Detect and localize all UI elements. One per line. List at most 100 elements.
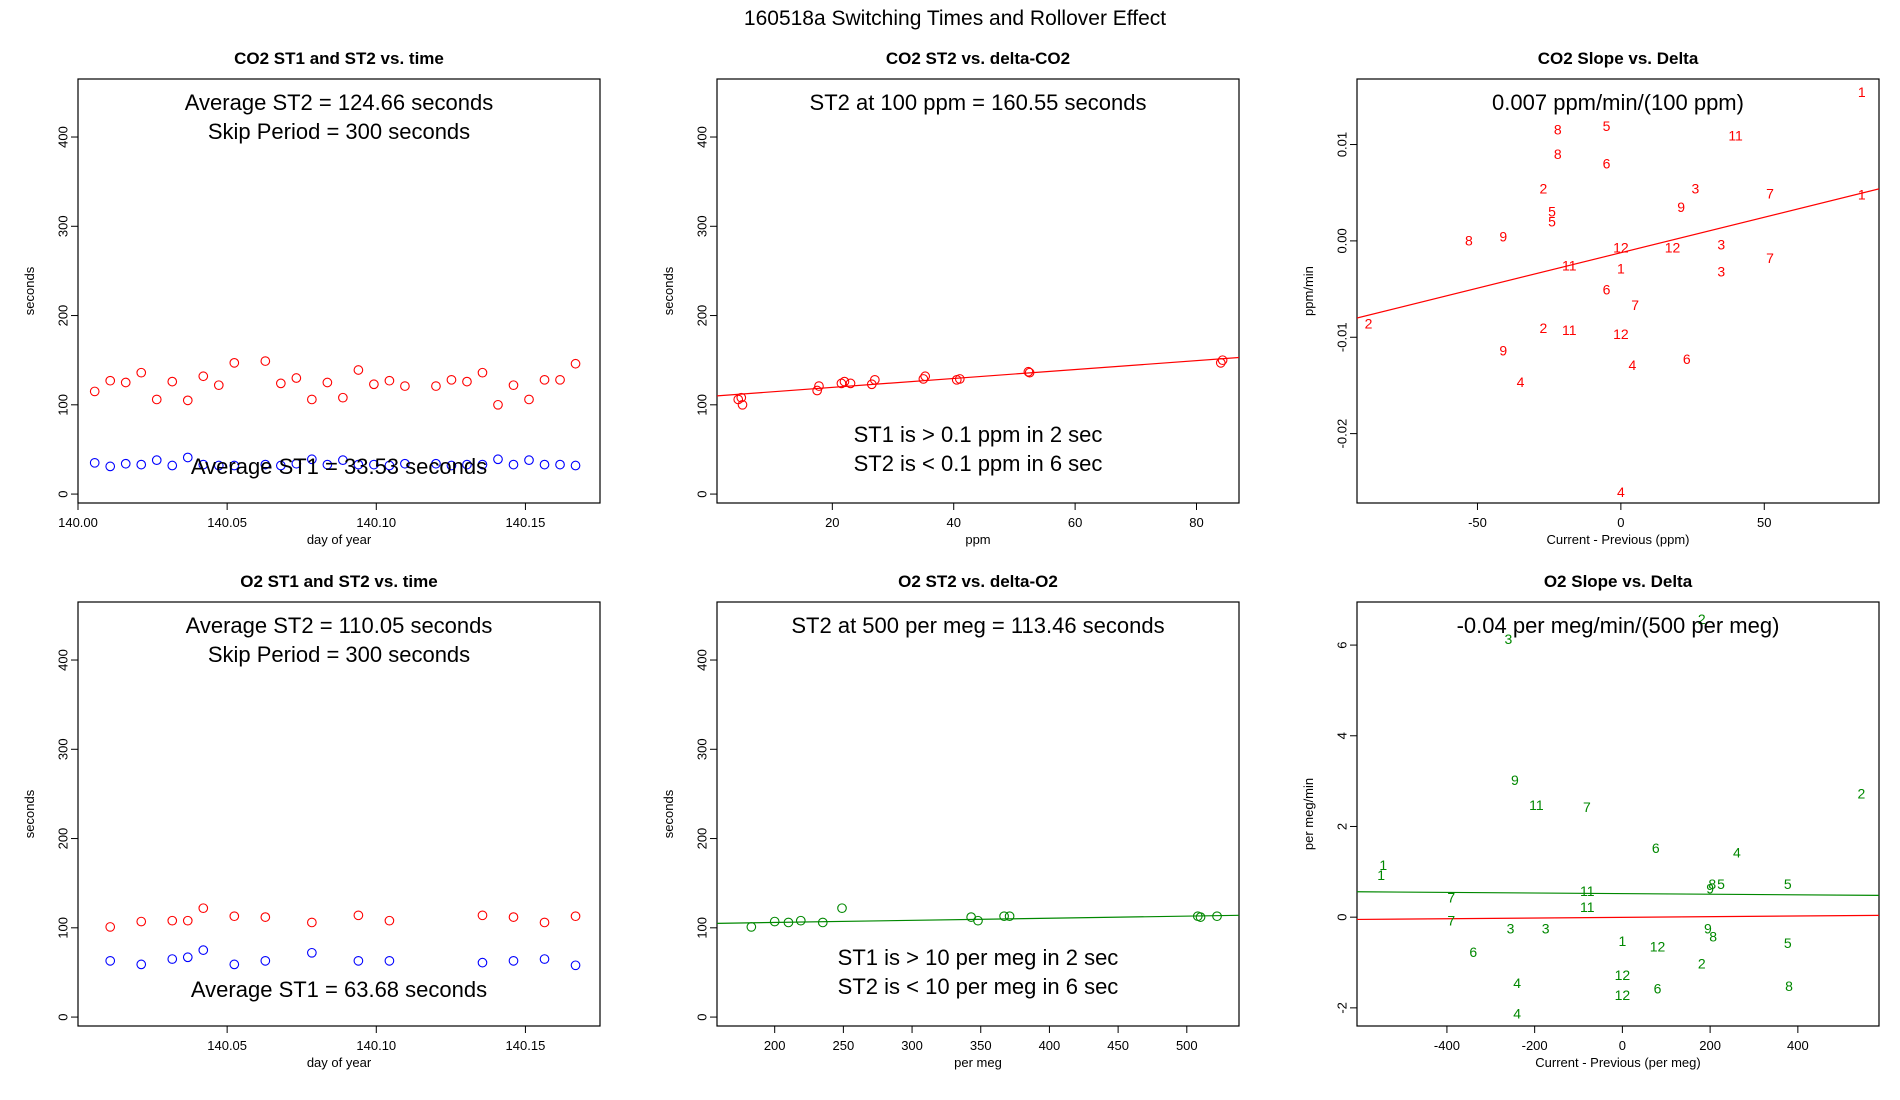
- annotation: Average ST1 = 63.68 seconds: [191, 977, 487, 1002]
- data-point: [307, 394, 317, 405]
- data-point: [229, 460, 240, 471]
- y-axis-label: seconds: [661, 789, 676, 838]
- fit-line: [717, 356, 1239, 397]
- data-point-label: 3: [1717, 263, 1725, 279]
- data-point: [167, 954, 178, 964]
- data-point-label: 2: [1365, 315, 1373, 331]
- x-tick-label: 80: [1189, 515, 1203, 530]
- panel-6: O2 Slope vs. Delta -400 -200 0 200 400 -2 0 2 4 6 C…: [1301, 572, 1880, 1070]
- y-tick-label: 400: [55, 126, 70, 148]
- data-point: [275, 378, 286, 389]
- x-tick-label: 250: [833, 1038, 855, 1053]
- data-point: [400, 381, 410, 391]
- data-point: [508, 459, 519, 470]
- data-point-label: 11: [1562, 258, 1577, 274]
- data-point: [182, 952, 193, 963]
- fit-line: [1357, 891, 1879, 896]
- data-point: [400, 458, 410, 469]
- data-point: [369, 379, 379, 390]
- data-point: [570, 911, 581, 922]
- data-point-label: 7: [1766, 250, 1774, 266]
- data-point-label: 11: [1580, 899, 1595, 915]
- data-point: [814, 381, 824, 391]
- data-point: [353, 365, 364, 375]
- data-point-label: 6: [1652, 840, 1660, 856]
- data-point-label: 12: [1650, 939, 1666, 955]
- y-tick-label: 200: [55, 305, 70, 327]
- data-point-label: 4: [1513, 975, 1521, 991]
- data-point: [353, 910, 364, 921]
- data-point: [384, 460, 395, 471]
- data-point: [918, 374, 929, 384]
- data-point: [508, 912, 519, 922]
- y-tick-label: 0: [55, 1013, 70, 1020]
- annotation: -0.04 per meg/min/(500 per meg): [1457, 613, 1780, 638]
- y-axis-label: seconds: [661, 266, 676, 315]
- x-tick-label: -200: [1522, 1038, 1548, 1053]
- data-point-label: 9: [1511, 772, 1519, 788]
- y-tick-label: 100: [55, 394, 70, 416]
- data-point: [920, 371, 931, 382]
- data-point: [737, 399, 748, 410]
- y-tick-label: 0: [1334, 914, 1349, 921]
- y-tick-label: 300: [694, 215, 709, 237]
- data-point: [89, 386, 100, 397]
- data-point: [555, 374, 565, 385]
- data-point: [198, 459, 209, 470]
- data-point-label: 9: [1704, 921, 1712, 937]
- y-tick-label: 400: [55, 649, 70, 671]
- y-tick-label: 300: [694, 738, 709, 760]
- data-point-label: 7: [1583, 799, 1591, 815]
- data-point: [198, 945, 209, 955]
- data-point: [275, 460, 286, 471]
- data-point: [508, 380, 519, 391]
- data-point-label: 12: [1613, 326, 1629, 342]
- data-point: [493, 454, 503, 465]
- data-point: [338, 455, 348, 466]
- chart-title: CO2 ST2 vs. delta-CO2: [886, 49, 1070, 68]
- page-title: 160518a Switching Times and Rollover Eff…: [744, 7, 1166, 30]
- data-point: [291, 373, 302, 383]
- x-tick-label: 140.00: [58, 515, 98, 530]
- data-point-label: 4: [1617, 484, 1625, 500]
- x-tick-label: 50: [1757, 515, 1771, 530]
- data-point: [198, 371, 209, 382]
- data-point: [508, 955, 519, 966]
- data-point-label: 8: [1708, 876, 1716, 892]
- data-point-label: 2: [1858, 785, 1866, 801]
- data-point: [477, 957, 488, 968]
- data-point-label: 12: [1665, 239, 1681, 255]
- data-point: [120, 377, 131, 388]
- data-point: [89, 457, 100, 468]
- data-point: [817, 917, 828, 928]
- data-point: [555, 459, 565, 470]
- data-point-label: 5: [1784, 935, 1792, 951]
- data-point: [431, 458, 441, 469]
- x-axis-label: day of year: [307, 1055, 372, 1070]
- data-point-label: 1: [1618, 933, 1626, 949]
- y-axis-label: seconds: [22, 789, 37, 838]
- panel-3: CO2 Slope vs. Delta -50 0 50 -0.02 -0.01 0.00 0…: [1301, 49, 1880, 547]
- y-tick-label: 400: [694, 649, 709, 671]
- data-point: [105, 955, 116, 966]
- data-point-label: 2: [1540, 320, 1548, 336]
- fit-line: [1357, 914, 1879, 921]
- data-point: [260, 459, 271, 470]
- y-tick-label: 100: [694, 917, 709, 939]
- data-point: [1023, 366, 1034, 377]
- data-point: [783, 917, 794, 928]
- y-tick-label: 200: [55, 828, 70, 850]
- data-point: [338, 392, 348, 403]
- data-point: [769, 916, 780, 927]
- data-point: [736, 392, 747, 403]
- annotation: Average ST2 = 110.05 seconds: [186, 613, 493, 638]
- y-tick-label: 200: [694, 828, 709, 850]
- annotation: ST2 at 100 ppm = 160.55 seconds: [810, 90, 1147, 115]
- data-point-label: 2: [1698, 611, 1706, 627]
- data-point: [369, 459, 379, 470]
- x-tick-label: 140.15: [506, 1038, 546, 1053]
- x-tick-label: 140.10: [356, 1038, 396, 1053]
- data-point-label: 4: [1628, 357, 1636, 373]
- annotation: ST2 is < 10 per meg in 6 sec: [838, 974, 1119, 999]
- data-point: [307, 917, 317, 928]
